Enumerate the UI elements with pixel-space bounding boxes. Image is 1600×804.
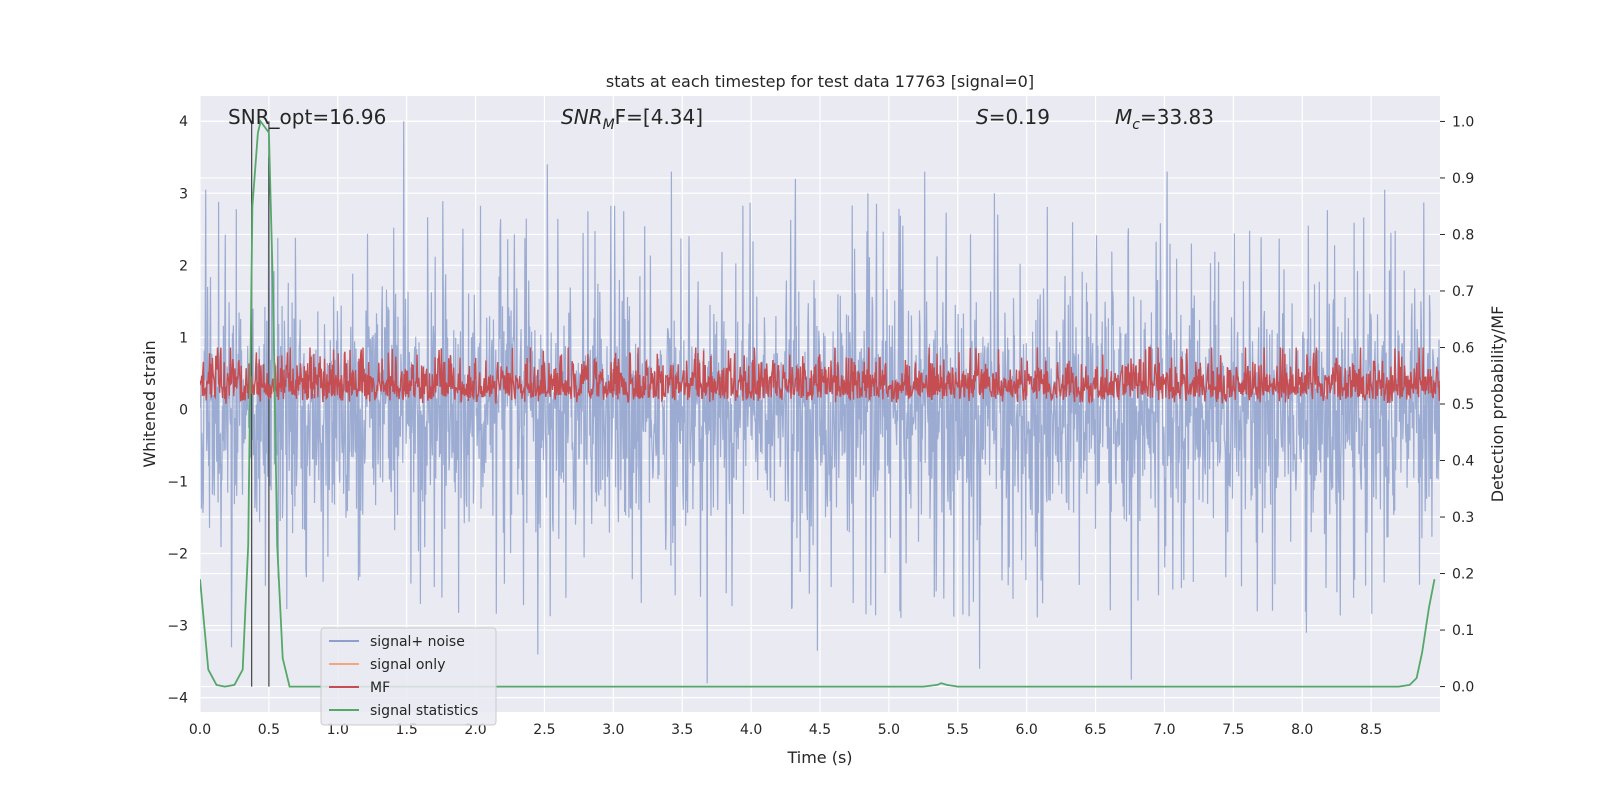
x-tick-label: 7.0: [1153, 722, 1175, 738]
x-axis-ticks: 0.0 0.5 1.0 1.5 2.0 2.5 3.0 3.5 4.0 4.5 5.0 5.5 6.0 6…: [189, 722, 1382, 738]
legend-label-signal-only: signal only: [370, 657, 445, 673]
x-axis-label: Time (s): [786, 748, 852, 767]
y2-axis-label: Detection probability/MF: [1488, 306, 1507, 503]
x-tick-label: 2.5: [533, 722, 555, 738]
y-tick-label: 0: [179, 402, 188, 418]
x-tick-label: 1.0: [327, 722, 349, 738]
x-tick-label: 3.5: [671, 722, 693, 738]
y2-tick-label: 0.1: [1452, 623, 1474, 639]
legend-label-mf: MF: [370, 680, 390, 696]
x-tick-label: 7.5: [1222, 722, 1244, 738]
legend-box: [320, 627, 497, 726]
y-tick-label: −1: [167, 474, 188, 490]
y-tick-label: 3: [179, 186, 188, 202]
x-tick-label: 5.0: [878, 722, 900, 738]
x-tick-label: 8.0: [1291, 722, 1313, 738]
x-tick-label: 0.5: [258, 722, 280, 738]
y-axis-label: Whitened strain: [140, 340, 159, 467]
y-tick-label: 4: [179, 114, 188, 130]
series-signal-noise: [200, 121, 1440, 684]
x-tick-label: 8.5: [1360, 722, 1382, 738]
y2-tick-label: 0.9: [1452, 171, 1474, 187]
annotation-mc: Mc=33.83: [1115, 105, 1214, 133]
y-tick-label: −4: [167, 691, 188, 707]
x-tick-label: 5.5: [947, 722, 969, 738]
y2-tick-label: 0.8: [1452, 227, 1474, 243]
x-tick-label: 4.0: [740, 722, 762, 738]
legend: signal+ noise signal only MF signal stat…: [320, 627, 497, 726]
x-tick-label: 2.0: [464, 722, 486, 738]
legend-label-signal-statistics: signal statistics: [370, 703, 478, 719]
x-tick-label: 4.5: [809, 722, 831, 738]
y2-tick-label: 0.3: [1452, 510, 1474, 526]
y2-tick-label: 0.5: [1452, 397, 1474, 413]
y2-tick-label: 0.7: [1452, 284, 1474, 300]
annotation-snr-mf: SNRMF=[4.34]: [561, 105, 703, 133]
y2-tick-label: 0.4: [1452, 454, 1474, 470]
y-tick-label: −3: [167, 619, 188, 635]
y-tick-label: 1: [179, 330, 188, 346]
x-tick-label: 3.0: [602, 722, 624, 738]
legend-label-signal-noise: signal+ noise: [370, 634, 465, 650]
y2-tick-label: 0.6: [1452, 340, 1474, 356]
series-mf: [200, 346, 1440, 405]
y2-tick-label: 1.0: [1452, 114, 1474, 130]
x-tick-label: 1.5: [396, 722, 418, 738]
annotation-s: S=0.19: [976, 105, 1050, 129]
y2-axis-ticks: 0.0 0.1 0.2 0.3 0.4 0.5 0.6 0.7 0.8 0.9 1.0: [1440, 114, 1474, 696]
x-tick-label: 6.5: [1084, 722, 1106, 738]
y-tick-label: −2: [167, 546, 188, 562]
y2-tick-label: 0.0: [1452, 680, 1474, 696]
y2-tick-label: 0.2: [1452, 567, 1474, 583]
x-tick-label: 0.0: [189, 722, 211, 738]
y-tick-label: 2: [179, 258, 188, 274]
annotation-snr-opt: SNR_opt=16.96: [228, 105, 386, 129]
x-tick-label: 6.0: [1016, 722, 1038, 738]
y-axis-ticks: −4 −3 −2 −1 0 1 2 3 4: [167, 114, 188, 706]
chart-title: stats at each timestep for test data 177…: [606, 72, 1034, 91]
